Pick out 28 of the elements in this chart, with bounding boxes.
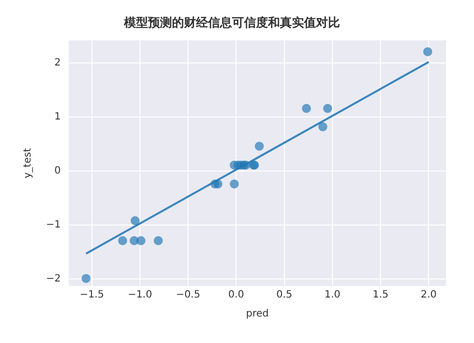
point — [136, 236, 146, 246]
x-tick-label: 0.5 — [276, 290, 292, 301]
point — [154, 236, 163, 246]
y-tick-label: 0 — [54, 166, 61, 177]
y-axis-title: y_test — [22, 148, 34, 178]
point — [254, 142, 264, 151]
x-tick-label: 2.0 — [420, 290, 437, 301]
x-tick-label: −1.0 — [128, 290, 152, 301]
x-tick-label: 0.0 — [228, 290, 244, 301]
point — [318, 122, 328, 132]
point — [82, 274, 91, 283]
chart-title: 模型预测的财经信息可信度和真实值对比 — [123, 15, 340, 30]
point — [230, 179, 239, 188]
point — [302, 104, 311, 113]
x-axis-title: pred — [246, 308, 269, 320]
point — [213, 179, 222, 188]
y-tick-label: −2 — [46, 274, 61, 285]
x-tick-label: 1.0 — [324, 290, 340, 301]
x-tick-label: −1.5 — [80, 290, 104, 301]
point — [130, 216, 140, 226]
point — [423, 47, 432, 56]
y-tick-label: −1 — [46, 220, 61, 231]
y-tick-label: 2 — [54, 58, 61, 69]
point — [323, 104, 332, 113]
x-tick-label: −0.5 — [176, 290, 200, 301]
x-tick-label: 1.5 — [372, 290, 389, 301]
y-tick-label: 1 — [54, 112, 61, 123]
point — [118, 236, 128, 246]
